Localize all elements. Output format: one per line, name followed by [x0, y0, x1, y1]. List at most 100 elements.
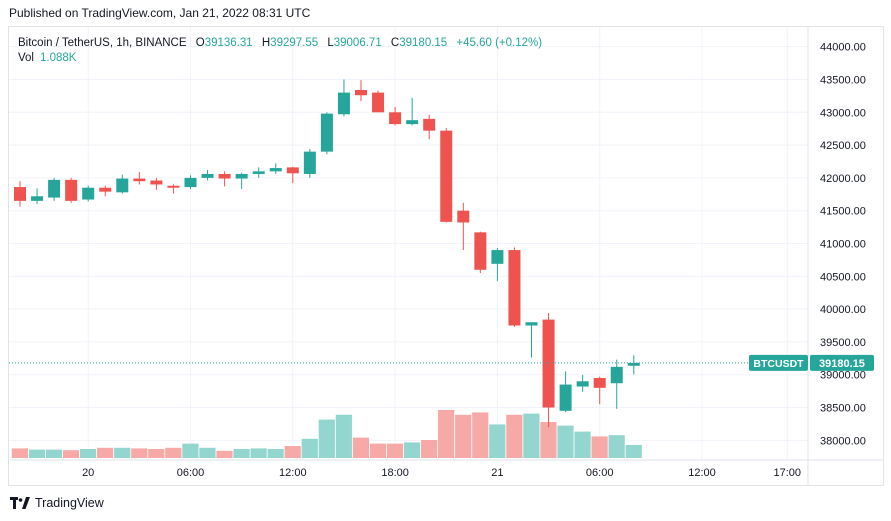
x-tick-label: 06:00 — [586, 467, 614, 479]
volume-bar[interactable] — [318, 419, 335, 458]
volume-bar[interactable] — [148, 449, 165, 458]
candle-body[interactable] — [150, 180, 163, 185]
volume-bar[interactable] — [369, 443, 387, 458]
volume-bar[interactable] — [131, 448, 148, 458]
legend-close-label: C — [390, 37, 400, 49]
candle-body[interactable] — [372, 92, 385, 113]
volume-bar[interactable] — [233, 449, 250, 458]
candle-body[interactable] — [235, 173, 248, 179]
volume-label: Vol — [18, 52, 34, 64]
volume-bar[interactable] — [472, 412, 489, 458]
volume-bar[interactable] — [28, 449, 46, 458]
candle-body[interactable] — [218, 173, 231, 179]
candle-body[interactable] — [474, 232, 487, 270]
candle-body[interactable] — [491, 250, 504, 264]
candle-body[interactable] — [423, 118, 436, 131]
legend-high-value: 39297.55 — [270, 37, 319, 49]
candle-body[interactable] — [201, 173, 214, 178]
candle-body[interactable] — [320, 113, 333, 152]
volume-bar[interactable] — [11, 448, 29, 458]
volume-bar[interactable] — [250, 448, 267, 458]
legend-high-label: H — [261, 37, 271, 49]
volume-bar[interactable] — [301, 438, 318, 458]
symbol-tag-label: BTCUSDT — [753, 358, 804, 370]
candle-body[interactable] — [269, 168, 282, 172]
candle-body[interactable] — [286, 167, 299, 174]
volume-bar[interactable] — [80, 449, 97, 458]
legend-open-label: O — [195, 37, 205, 49]
volume-bar[interactable] — [591, 436, 608, 458]
candle-body[interactable] — [82, 187, 95, 200]
candle-body[interactable] — [133, 178, 146, 182]
volume-bar[interactable] — [97, 447, 114, 458]
volume-bar[interactable] — [438, 410, 455, 458]
candle-body[interactable] — [559, 384, 572, 411]
candle-body[interactable] — [31, 196, 44, 201]
candle-body[interactable] — [337, 92, 350, 115]
volume-bar[interactable] — [62, 450, 80, 458]
candle-body[interactable] — [593, 377, 606, 388]
volume-bar[interactable] — [284, 446, 301, 458]
volume-bar[interactable] — [574, 431, 591, 458]
volume-bar[interactable] — [625, 444, 642, 458]
volume-bar[interactable] — [45, 449, 63, 458]
footer-brand-label: TradingView — [35, 496, 104, 510]
volume-bar[interactable] — [557, 425, 574, 458]
candle-body[interactable] — [116, 178, 129, 193]
candle-body[interactable] — [167, 185, 180, 188]
volume-bar[interactable] — [489, 424, 506, 458]
candle-body[interactable] — [389, 112, 402, 125]
candle-body[interactable] — [48, 179, 61, 198]
volume-bar[interactable] — [216, 450, 233, 458]
volume-bar[interactable] — [165, 447, 182, 458]
candle-body[interactable] — [542, 319, 555, 408]
candle-body[interactable] — [99, 187, 112, 192]
candle-body[interactable] — [303, 151, 316, 174]
volume-bar[interactable] — [506, 414, 523, 458]
legend-low-label: L — [327, 37, 334, 49]
volume-bar[interactable] — [403, 442, 421, 458]
legend-symbol: Bitcoin / TetherUS, 1h, BINANCE — [18, 37, 187, 49]
candle-body[interactable] — [508, 250, 521, 326]
volume-bar[interactable] — [267, 449, 284, 458]
candle-body[interactable] — [440, 130, 453, 222]
candle-body[interactable] — [627, 362, 640, 366]
volume-bar[interactable] — [199, 447, 216, 458]
volume-bar[interactable] — [540, 422, 557, 458]
volume-value: 1.088K — [40, 52, 77, 64]
candle-body[interactable] — [457, 210, 470, 223]
last-price-label: 39180.15 — [819, 358, 865, 370]
legend-change: +45.60 (+0.12%) — [456, 37, 543, 49]
candle-body[interactable] — [14, 187, 26, 201]
volume-bar[interactable] — [352, 437, 369, 458]
volume-bar[interactable] — [386, 443, 404, 458]
volume-bar[interactable] — [421, 440, 438, 458]
volume-bar[interactable] — [114, 447, 131, 458]
volume-legend: Vol 1.088K — [18, 52, 76, 64]
y-tick-label: 43500.00 — [820, 74, 866, 86]
y-tick-label: 40000.00 — [820, 304, 866, 316]
y-tick-label: 41000.00 — [820, 239, 866, 251]
footer-brand[interactable]: TradingView — [10, 496, 104, 510]
volume-bar[interactable] — [455, 414, 472, 458]
chart-legend: Bitcoin / TetherUS, 1h, BINANCE O39136.3… — [18, 35, 542, 51]
x-tick-label: 12:00 — [688, 467, 716, 479]
legend-open-value: 39136.31 — [204, 37, 253, 49]
volume-bar[interactable] — [335, 414, 352, 458]
candle-body[interactable] — [406, 120, 419, 125]
candle-body[interactable] — [576, 381, 589, 387]
y-tick-label: 43000.00 — [820, 107, 866, 119]
x-tick-label: 12:00 — [279, 467, 307, 479]
volume-bar[interactable] — [182, 443, 199, 458]
candle-body[interactable] — [525, 322, 538, 326]
volume-bar[interactable] — [523, 413, 540, 458]
symbol-tag — [749, 354, 808, 371]
candle-body[interactable] — [184, 177, 197, 188]
candle-body[interactable] — [610, 366, 623, 384]
volume-bar[interactable] — [608, 435, 625, 458]
candle-body[interactable] — [355, 89, 367, 96]
candle-body[interactable] — [65, 179, 78, 201]
x-tick-label: 21 — [491, 467, 503, 479]
candle-body[interactable] — [252, 171, 265, 174]
